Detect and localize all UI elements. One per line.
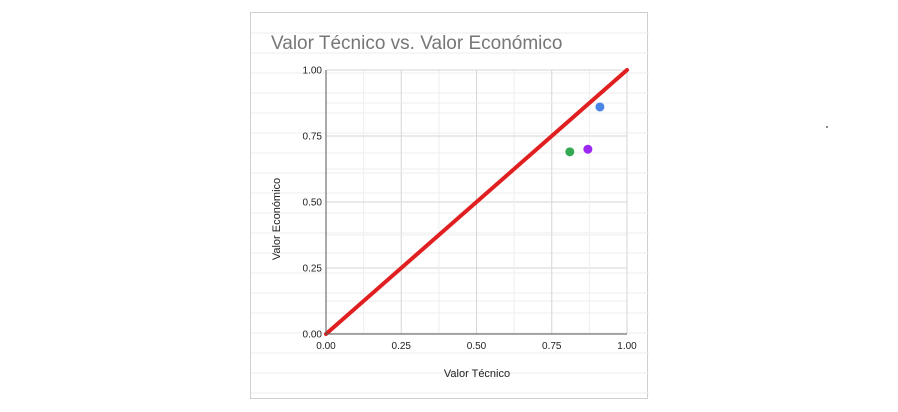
scatter-chart: Valor Técnico vs. Valor Económico 0.00 0.… <box>251 32 649 394</box>
x-tick-label: 0.75 <box>542 341 562 352</box>
data-point <box>595 102 605 112</box>
y-tick-label: 1.00 <box>303 66 323 77</box>
x-tick-label: 0.00 <box>316 341 336 352</box>
y-tick-label: 0.50 <box>303 198 323 209</box>
data-point <box>583 144 593 154</box>
chart-card: Valor Técnico vs. Valor Económico 0.00 0.… <box>250 12 649 399</box>
x-axis-title: Valor Técnico <box>444 368 510 380</box>
y-tick-label: 0.25 <box>303 264 323 275</box>
x-tick-label: 0.50 <box>467 341 487 352</box>
data-point <box>565 147 575 157</box>
y-tick-label: 0.00 <box>303 330 323 341</box>
y-axis-title: Valor Económico <box>271 178 283 260</box>
x-tick-label: 1.00 <box>617 341 637 352</box>
reference-line <box>324 68 629 336</box>
chart-title: Valor Técnico vs. Valor Económico <box>271 33 562 54</box>
stray-mark <box>826 126 828 128</box>
x-tick-label: 0.25 <box>392 341 412 352</box>
y-tick-label: 0.75 <box>303 132 323 143</box>
